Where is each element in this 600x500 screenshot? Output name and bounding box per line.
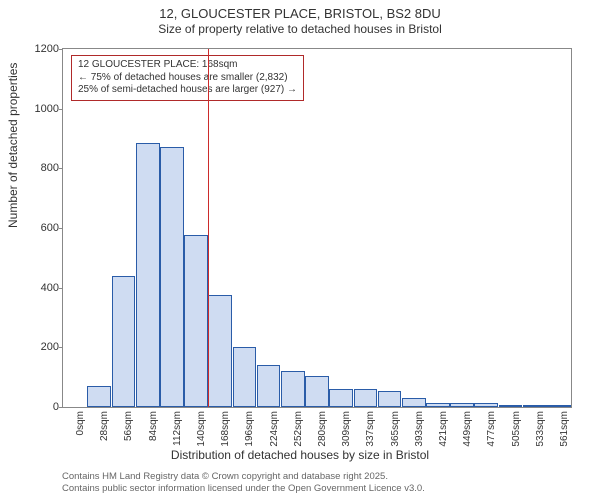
callout-line: 12 GLOUCESTER PLACE: 168sqm — [78, 59, 297, 72]
footer-line: Contains public sector information licen… — [62, 483, 425, 494]
histogram-bar — [474, 403, 498, 407]
x-tick-label: 393sqm — [414, 411, 425, 447]
x-tick-label: 112sqm — [172, 411, 183, 446]
callout-line: 25% of semi-detached houses are larger (… — [78, 84, 297, 97]
histogram-bar — [523, 405, 547, 407]
chart-subtitle: Size of property relative to detached ho… — [0, 22, 600, 38]
histogram-bar — [281, 371, 305, 407]
footer-attribution: Contains HM Land Registry data © Crown c… — [62, 471, 425, 494]
chart-container: 12, GLOUCESTER PLACE, BRISTOL, BS2 8DU S… — [0, 0, 600, 500]
x-tick-label: 196sqm — [244, 411, 255, 447]
histogram-bar — [160, 147, 184, 407]
y-axis-label: Number of detached properties — [6, 63, 20, 228]
x-tick-label: 252sqm — [293, 411, 304, 447]
y-tick-label: 1000 — [35, 103, 59, 115]
x-tick-label: 533sqm — [535, 411, 546, 447]
y-tick-label: 1200 — [35, 43, 59, 55]
y-tick-mark — [59, 168, 63, 169]
histogram-bar — [426, 403, 450, 407]
x-tick-label: 84sqm — [148, 411, 159, 441]
y-tick-label: 200 — [41, 341, 59, 353]
y-tick-label: 600 — [41, 222, 59, 234]
histogram-bar — [329, 389, 353, 407]
y-tick-label: 400 — [41, 282, 59, 294]
y-tick-mark — [59, 49, 63, 50]
marker-line — [208, 49, 209, 407]
x-tick-label: 28sqm — [99, 411, 110, 441]
x-axis-label: Distribution of detached houses by size … — [0, 448, 600, 462]
y-tick-mark — [59, 347, 63, 348]
x-tick-label: 0sqm — [75, 411, 86, 435]
histogram-bar — [547, 405, 571, 407]
histogram-bar — [184, 235, 208, 407]
x-tick-label: 280sqm — [317, 411, 328, 447]
callout-line: ← 75% of detached houses are smaller (2,… — [78, 72, 297, 85]
histogram-bar — [233, 347, 257, 407]
y-tick-mark — [59, 109, 63, 110]
x-tick-label: 505sqm — [511, 411, 522, 447]
histogram-bar — [305, 376, 329, 407]
histogram-bar — [402, 398, 426, 407]
x-tick-label: 365sqm — [390, 411, 401, 447]
y-tick-label: 800 — [41, 162, 59, 174]
x-tick-label: 309sqm — [341, 411, 352, 447]
histogram-bar — [378, 391, 402, 407]
histogram-bar — [450, 403, 474, 407]
x-tick-label: 337sqm — [365, 411, 376, 447]
histogram-bar — [257, 365, 281, 407]
x-tick-label: 56sqm — [123, 411, 134, 441]
y-tick-mark — [59, 288, 63, 289]
histogram-bar — [208, 295, 232, 407]
x-tick-label: 449sqm — [462, 411, 473, 447]
x-tick-label: 168sqm — [220, 411, 231, 447]
histogram-bar — [112, 276, 136, 407]
histogram-bar — [136, 143, 160, 407]
x-tick-label: 224sqm — [269, 411, 280, 447]
histogram-bar — [354, 389, 378, 407]
x-tick-label: 561sqm — [559, 411, 570, 447]
plot-area: 12 GLOUCESTER PLACE: 168sqm ← 75% of det… — [62, 48, 572, 408]
x-tick-label: 140sqm — [196, 411, 207, 447]
histogram-bar — [499, 405, 523, 407]
chart-title: 12, GLOUCESTER PLACE, BRISTOL, BS2 8DU — [0, 0, 600, 22]
footer-line: Contains HM Land Registry data © Crown c… — [62, 471, 425, 482]
y-tick-mark — [59, 228, 63, 229]
y-tick-mark — [59, 407, 63, 408]
x-tick-label: 477sqm — [486, 411, 497, 447]
x-tick-label: 421sqm — [438, 411, 449, 447]
callout-box: 12 GLOUCESTER PLACE: 168sqm ← 75% of det… — [71, 55, 304, 101]
histogram-bar — [87, 386, 111, 407]
